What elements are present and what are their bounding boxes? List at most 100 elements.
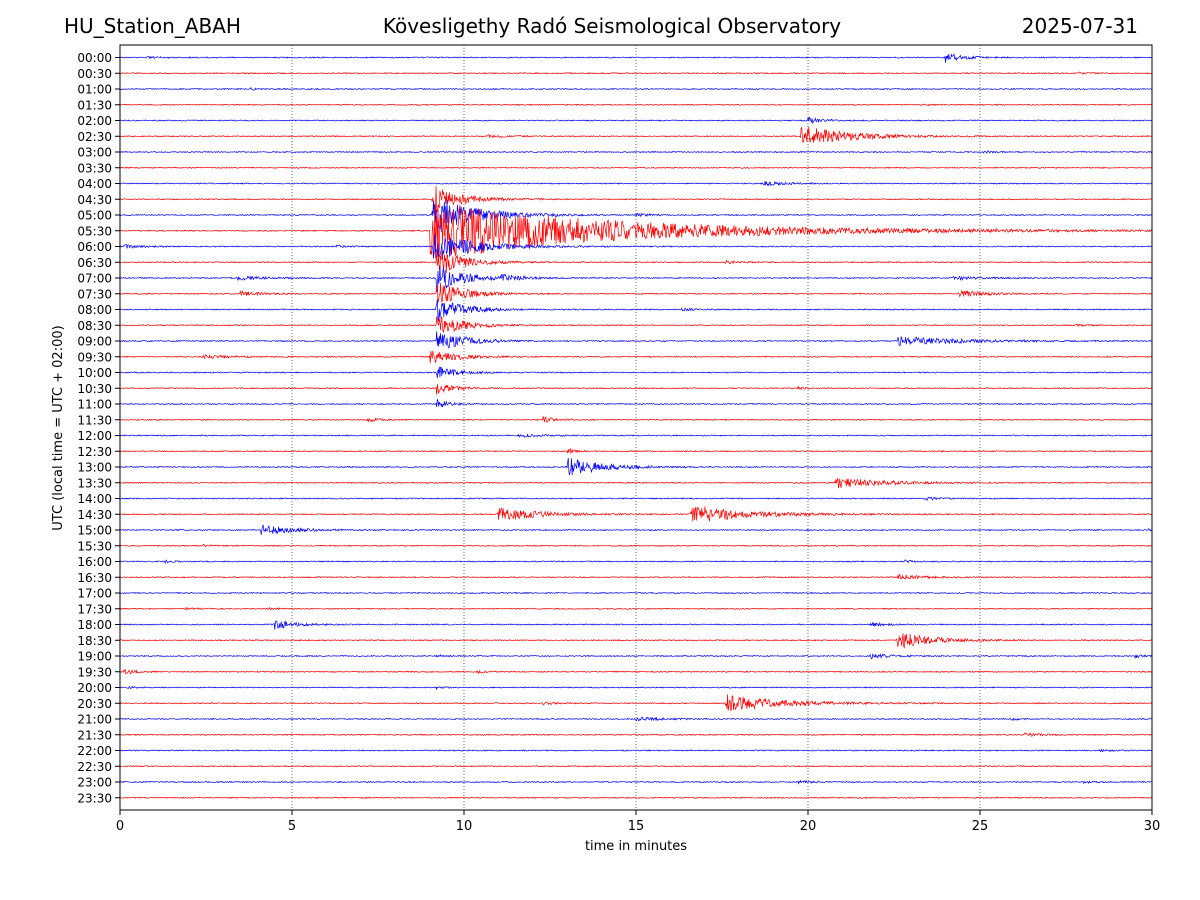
y-tick-label: 10:00 [77, 366, 112, 380]
y-tick-label: 04:30 [77, 193, 112, 207]
trace-line [119, 265, 1153, 293]
trace-line [119, 150, 1153, 154]
x-tick-label: 0 [116, 819, 124, 834]
trace-line [119, 496, 1153, 501]
trace-line [119, 447, 1153, 455]
y-tick-label: 23:00 [77, 776, 112, 790]
x-axis-ticks: 0 5 10 15 20 25 30 [116, 810, 1160, 834]
trace-line [119, 633, 1153, 649]
y-tick-label: 22:00 [77, 744, 112, 758]
y-tick-label: 06:00 [77, 240, 112, 254]
x-axis-label: time in minutes [585, 839, 687, 854]
trace-line [119, 116, 1153, 125]
x-tick-label: 20 [800, 819, 817, 834]
x-tick-label: 10 [456, 819, 473, 834]
trace-line [119, 180, 1153, 187]
x-tick-label: 25 [972, 819, 989, 834]
trace-line [119, 477, 1153, 489]
trace-line [119, 185, 1153, 214]
trace-line [119, 732, 1153, 737]
y-tick-label: 20:30 [77, 697, 112, 711]
trace-line [119, 103, 1153, 107]
y-tick-label: 01:00 [77, 83, 112, 97]
trace-line [119, 668, 1153, 675]
trace-line [119, 796, 1152, 799]
trace-line [119, 606, 1153, 611]
trace-line [119, 506, 1153, 522]
trace-line [119, 331, 1153, 349]
station-name: HU_Station_ABAH [64, 14, 241, 38]
y-tick-label: 21:30 [77, 728, 112, 742]
y-tick-label: 03:00 [77, 146, 112, 160]
y-axis-label: UTC (local time = UTC + 02:00) [51, 325, 66, 530]
trace-line [119, 652, 1153, 659]
trace-line [119, 250, 1153, 274]
trace-line [119, 282, 1153, 303]
y-tick-label: 02:00 [77, 114, 112, 128]
trace-line [119, 524, 1153, 535]
y-tick-label: 12:30 [77, 445, 112, 459]
y-tick-label: 16:30 [77, 571, 112, 585]
trace-line [119, 748, 1153, 753]
y-tick-label: 07:00 [77, 272, 112, 286]
y-tick-label: 11:00 [77, 398, 112, 412]
chart-title: Kövesligethy Radó Seismological Observat… [382, 14, 842, 38]
trace-line [119, 779, 1153, 785]
y-tick-label: 09:00 [77, 335, 112, 349]
y-tick-label: 20:00 [77, 681, 112, 695]
trace-line [119, 620, 1153, 630]
trace-line [119, 399, 1153, 408]
y-tick-label: 08:30 [77, 319, 112, 333]
trace-line [119, 433, 1153, 438]
y-tick-label: 04:00 [77, 177, 112, 191]
trace-line [119, 52, 1153, 63]
y-tick-label: 17:00 [77, 587, 112, 601]
trace-line [119, 716, 1153, 722]
trace-line [119, 685, 1153, 691]
trace-line [119, 350, 1153, 364]
seismic-traces [119, 52, 1153, 799]
trace-line [119, 573, 1153, 580]
y-tick-label: 05:00 [77, 209, 112, 223]
trace-line [119, 765, 1153, 768]
chart-date: 2025-07-31 [1021, 14, 1138, 38]
y-tick-label: 13:30 [77, 476, 112, 490]
y-tick-label: 03:30 [77, 161, 112, 175]
trace-line [119, 166, 1153, 169]
trace-line [119, 559, 1153, 565]
y-tick-label: 06:30 [77, 256, 112, 270]
trace-line [119, 457, 1153, 476]
y-tick-label: 00:30 [77, 67, 112, 81]
trace-line [119, 591, 1153, 595]
y-tick-label: 14:30 [77, 508, 112, 522]
y-tick-label: 18:00 [77, 618, 112, 632]
trace-line [119, 416, 1153, 423]
y-tick-label: 16:00 [77, 555, 112, 569]
y-tick-label: 15:30 [77, 539, 112, 553]
y-tick-label: 23:30 [77, 791, 112, 805]
y-tick-label: 21:00 [77, 713, 112, 727]
y-tick-label: 19:30 [77, 665, 112, 679]
trace-line [119, 384, 1153, 395]
y-tick-label: 19:00 [77, 650, 112, 664]
x-tick-label: 30 [1144, 819, 1161, 834]
trace-line [119, 86, 1153, 91]
y-tick-label: 18:30 [77, 634, 112, 648]
trace-line [119, 126, 1153, 144]
trace-line [119, 299, 1153, 322]
y-tick-label: 13:00 [77, 461, 112, 475]
trace-line [119, 71, 1153, 75]
trace-line [119, 366, 1153, 379]
y-tick-label: 15:00 [77, 524, 112, 538]
trace-line [119, 544, 1153, 548]
y-tick-label: 10:30 [77, 382, 112, 396]
y-tick-label: 00:00 [77, 51, 112, 65]
y-tick-label: 14:00 [77, 492, 112, 506]
x-tick-label: 15 [628, 819, 645, 834]
trace-line [119, 316, 1153, 333]
y-tick-label: 11:30 [77, 413, 112, 427]
y-tick-label: 08:00 [77, 303, 112, 317]
y-tick-label: 09:30 [77, 350, 112, 364]
